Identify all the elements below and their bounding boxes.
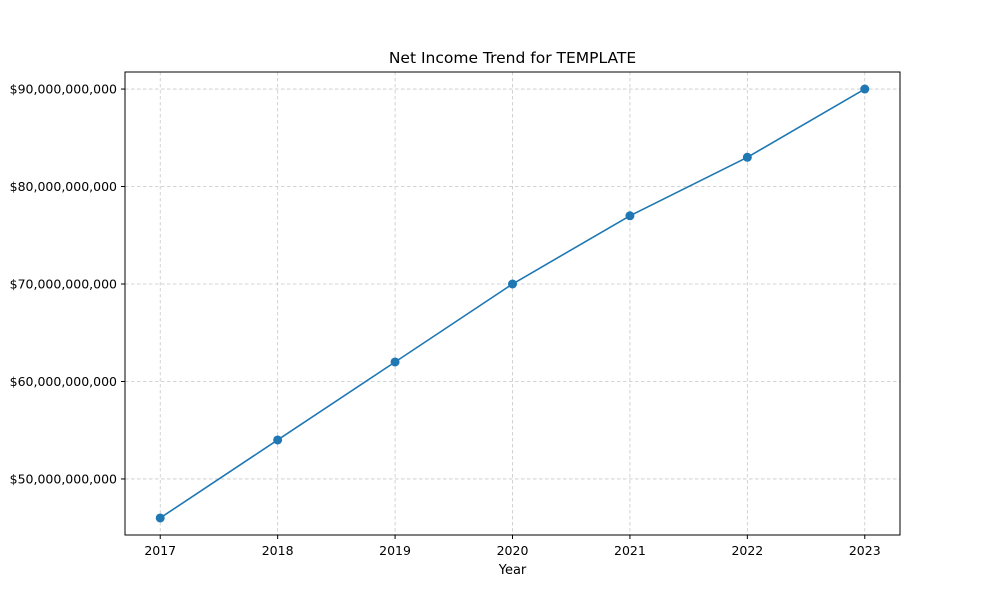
x-tick-label: 2023 [849, 543, 881, 558]
x-tick-label: 2022 [731, 543, 763, 558]
data-point [625, 211, 635, 221]
chart-title: Net Income Trend for TEMPLATE [389, 49, 636, 67]
data-point [273, 435, 283, 445]
data-point [742, 152, 752, 162]
x-tick-label: 2018 [262, 543, 294, 558]
x-axis-title: Year [498, 563, 527, 578]
y-tick-label: $60,000,000,000 [10, 374, 117, 389]
y-tick-label: $80,000,000,000 [10, 179, 117, 194]
y-tick-label: $90,000,000,000 [10, 82, 117, 97]
series-layer [155, 84, 870, 523]
x-tick-label: 2021 [614, 543, 646, 558]
data-point [508, 279, 517, 289]
x-tick-label: 2019 [379, 543, 411, 558]
data-point [860, 84, 870, 94]
grid-layer [125, 72, 900, 535]
data-point [390, 357, 400, 367]
ticks-layer: 2017 2018 2019 2020 2021 2022 2023 $50,000,000,… [10, 82, 881, 558]
x-tick-label: 2020 [497, 543, 529, 558]
y-tick-label: $50,000,000,000 [10, 471, 117, 486]
x-tick-label: 2017 [144, 543, 176, 558]
data-point [155, 513, 165, 523]
y-tick-label: $70,000,000,000 [10, 277, 117, 292]
